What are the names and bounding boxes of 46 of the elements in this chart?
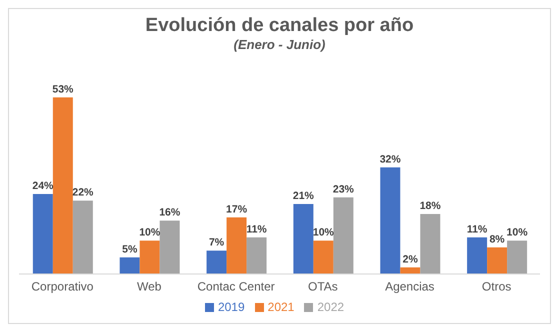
bar: [400, 267, 420, 274]
chart-title: Evolución de canales por año: [144, 15, 415, 37]
data-label: 11%: [466, 223, 488, 236]
data-label: 10%: [506, 226, 528, 239]
bar: [380, 167, 400, 274]
legend-label: 2022: [317, 300, 344, 314]
bar: [420, 214, 440, 274]
x-tick-label: Corporativo: [31, 280, 94, 294]
bar: [52, 97, 73, 274]
data-label: 53%: [52, 83, 74, 96]
data-label: 10%: [139, 226, 161, 239]
data-label: 2%: [402, 253, 418, 266]
bar: [140, 240, 160, 274]
bar: [206, 250, 227, 274]
x-tick-label: Web: [137, 280, 162, 294]
x-tick-label: Otros: [482, 280, 512, 294]
legend-label: 2019: [218, 300, 245, 314]
bar: [313, 240, 334, 274]
chart-subtitle: (Enero - Junio): [232, 37, 326, 52]
x-tick-label: Agencias: [385, 280, 434, 294]
data-label: 11%: [246, 223, 268, 236]
data-label: 16%: [159, 206, 181, 219]
bar: [507, 240, 528, 274]
data-label: 7%: [208, 236, 225, 249]
legend-label: 2021: [268, 300, 294, 314]
data-label: 5%: [122, 243, 138, 256]
bar: [226, 217, 247, 274]
bar: [160, 220, 180, 274]
bar: [32, 194, 53, 274]
data-label: 18%: [420, 200, 442, 212]
bar: [72, 200, 93, 274]
bar: [246, 237, 267, 274]
x-tick-label: Contac Center: [197, 280, 275, 294]
data-label: 10%: [312, 226, 335, 239]
data-label: 21%: [292, 190, 315, 202]
data-label: 17%: [226, 203, 248, 216]
bar: [487, 247, 508, 274]
bar: [120, 257, 140, 274]
bar: [333, 197, 354, 274]
data-label: 24%: [32, 180, 54, 192]
data-label: 8%: [489, 233, 506, 246]
x-tick-label: OTAs: [308, 280, 338, 294]
data-label: 23%: [332, 183, 355, 196]
bar: [467, 237, 488, 274]
data-label: 32%: [380, 153, 402, 166]
bar: [293, 204, 314, 274]
